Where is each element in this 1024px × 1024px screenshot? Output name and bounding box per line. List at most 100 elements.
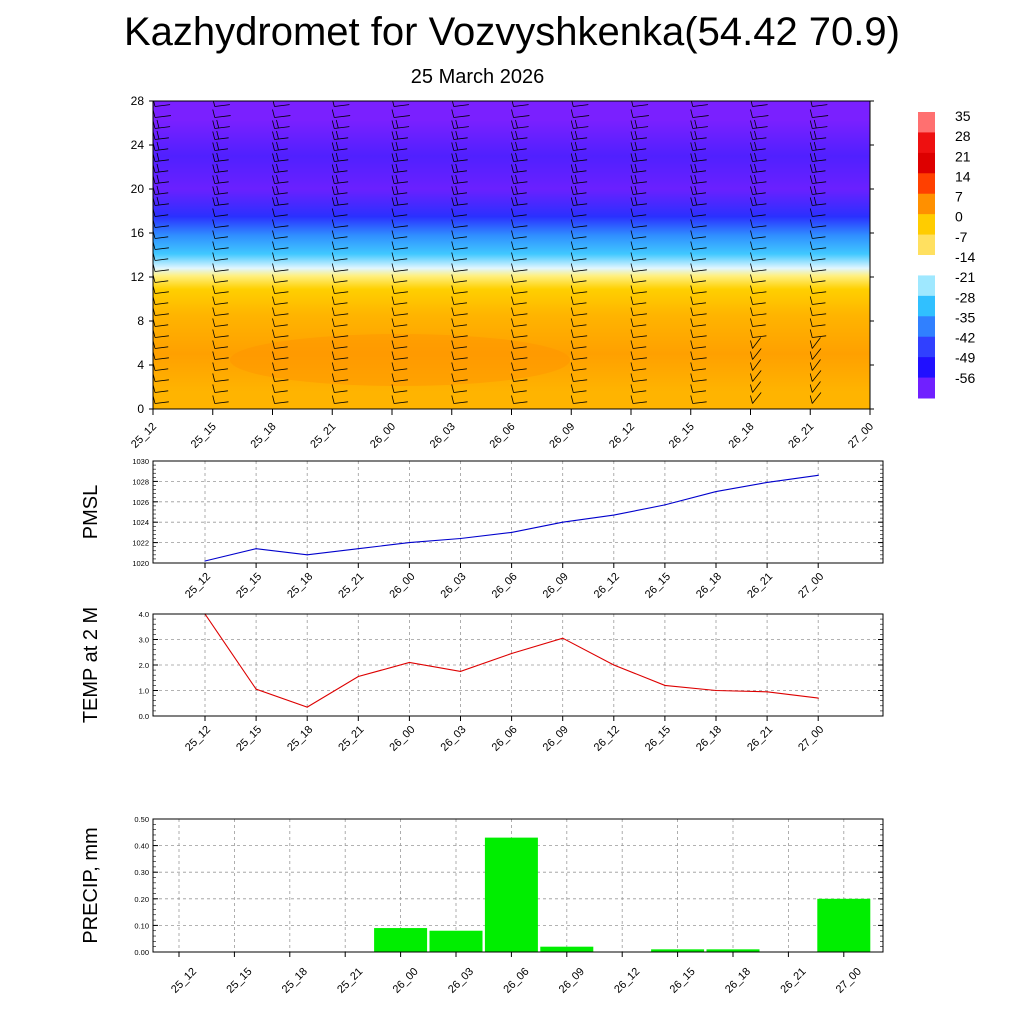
wind-barb-flag [690, 395, 694, 404]
wind-barb-flag [515, 196, 518, 206]
colorbar-swatch [918, 316, 935, 338]
wind-barb-flag [690, 351, 694, 360]
wind-barb-flag [272, 153, 275, 162]
pmsl-point [562, 521, 564, 523]
wind-barb [632, 104, 649, 107]
x-tick-label: 25_12 [169, 966, 199, 996]
colorbar-swatch [918, 275, 935, 297]
wind-barb-flag [570, 120, 574, 129]
wind-barb-flag [634, 119, 638, 129]
pmsl-point [511, 531, 513, 534]
wind-barb-flag [216, 119, 220, 129]
colorbar-swatch [918, 193, 935, 215]
wind-barb [214, 126, 230, 129]
wind-barb [752, 214, 766, 217]
wind-barb [154, 126, 171, 129]
wind-barb [752, 335, 767, 338]
wind-barb [811, 392, 822, 404]
wind-barb [334, 247, 349, 250]
wind-barb-flag [272, 395, 275, 404]
wind-barb-flag [391, 131, 395, 140]
wind-barb-flag [272, 318, 275, 327]
wind-barb-flag [874, 153, 876, 161]
wind-barb-flag [750, 384, 753, 393]
x-tick-label: 25_15 [224, 966, 254, 996]
wind-barb-flag [391, 263, 395, 272]
wind-barb-flag [570, 329, 574, 338]
wind-barb-flag [276, 152, 279, 162]
x-tick-label: 27_00 [796, 571, 826, 601]
wind-barb [274, 181, 289, 184]
wind-barb [453, 225, 468, 228]
temp-point [357, 675, 359, 678]
wind-barb-flag [570, 351, 574, 360]
wind-barb-flag [331, 208, 335, 217]
wind-barb [692, 302, 707, 305]
wind-barb [752, 181, 767, 184]
wind-barb [214, 357, 229, 360]
wind-barb [513, 148, 527, 151]
wind-barb [692, 247, 707, 250]
wind-barb [334, 159, 349, 162]
wind-barb [274, 291, 289, 294]
wind-barb-flag [212, 384, 216, 393]
wind-barb-flag [511, 219, 514, 228]
wind-barb-flag [332, 101, 335, 107]
wind-barb [274, 236, 288, 239]
wind-barb [872, 215, 885, 217]
wind-barb-flag [813, 174, 817, 184]
wind-barb [274, 126, 290, 129]
wind-barb [334, 225, 349, 228]
y-tick-label: 0.30 [134, 868, 149, 877]
x-tick-label: 25_18 [285, 571, 315, 601]
wind-barbs [153, 101, 885, 404]
pmsl-ylabel: PMSL [80, 485, 102, 539]
wind-barb-flag [750, 131, 753, 140]
wind-barb-flag [690, 153, 694, 162]
wind-barb-flag [331, 263, 335, 272]
wind-barb [692, 170, 707, 173]
wind-barb [334, 148, 348, 151]
x-tick-label: 25_15 [189, 421, 219, 451]
wind-barb-flag [451, 384, 455, 393]
wind-barb [573, 214, 587, 217]
x-tick-label: 26_09 [557, 966, 587, 996]
wind-barb [632, 357, 647, 360]
wind-barb-flag [511, 318, 514, 327]
wind-barb [393, 313, 408, 316]
wind-barb [453, 137, 468, 140]
wind-barb-flag [690, 109, 694, 118]
wind-barb-flag [750, 395, 753, 404]
wind-barb-flag [570, 164, 574, 173]
wind-barb-flag [690, 373, 694, 382]
temp-point [459, 670, 462, 672]
wind-barb-flag [809, 384, 813, 393]
wind-barb-flag [809, 197, 813, 206]
colorbar-swatch [918, 152, 935, 174]
wind-barb [513, 368, 527, 371]
wind-barb [274, 357, 289, 360]
wind-barb [214, 203, 229, 206]
wind-barb-flag [515, 185, 518, 195]
warm-core [230, 334, 570, 386]
wind-barb-flag [809, 120, 813, 129]
wind-barb-flag [451, 351, 455, 360]
wind-barb-flag [813, 163, 817, 173]
wind-barb-flag [690, 318, 694, 327]
wind-barb-flag [511, 175, 514, 184]
wind-barb-flag [391, 340, 395, 349]
wind-barb-flag [451, 340, 455, 349]
wind-barb [692, 258, 707, 261]
wind-barb-flag [335, 174, 339, 184]
wind-barb-flag [874, 197, 876, 205]
wind-barb-flag [391, 384, 395, 393]
wind-barb [274, 247, 289, 250]
wind-barb-flag [335, 163, 339, 173]
wind-barb-flag [750, 351, 753, 360]
wind-barb [632, 181, 647, 184]
wind-barb [274, 137, 289, 140]
wind-barb [513, 269, 528, 272]
wind-barb-flag [212, 362, 216, 371]
x-tick-label: 26_15 [643, 571, 673, 601]
wind-barb [214, 280, 229, 283]
